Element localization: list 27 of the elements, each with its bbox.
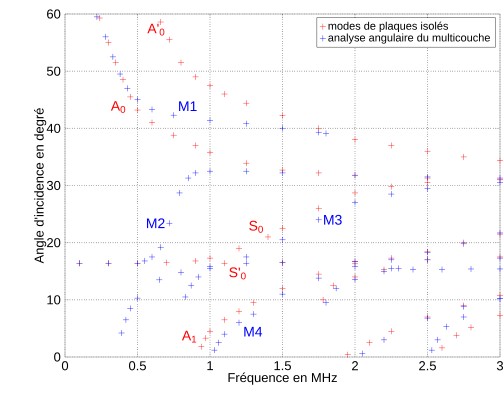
- y-tick-label: 10: [47, 295, 60, 304]
- x-tick-label: 3: [496, 361, 503, 370]
- y-tick-label: 50: [46, 66, 60, 76]
- annotation: M1: [179, 101, 197, 111]
- annotation: M2: [146, 218, 165, 228]
- x-tick-label: 1.5: [274, 361, 291, 370]
- x-tick-label: 0: [62, 361, 68, 370]
- y-tick-label: 30: [46, 180, 60, 190]
- x-axis-title: Fréquence en MHz: [228, 372, 337, 385]
- x-tick-label: 2: [352, 361, 358, 370]
- annotation: M3: [324, 214, 342, 225]
- x-tick-label: 2.5: [419, 361, 436, 370]
- annotation: A'$_{0}$: [147, 24, 164, 36]
- y-axis-title: Angle d'incidence en degré: [34, 108, 46, 264]
- y-tick-label: 60: [47, 9, 60, 19]
- annotation: S$_{0}$: [249, 220, 263, 233]
- legend-label: analyse angulaire du multicouche: [328, 33, 490, 44]
- annotation: A$_{1}$: [182, 330, 196, 343]
- annotation: S'$_{0}$: [229, 267, 246, 280]
- annotation: M4: [244, 326, 262, 336]
- annotation: A$_{0}$: [110, 101, 126, 113]
- y-tick-label: 20: [47, 238, 60, 248]
- y-tick-label: 0: [54, 352, 60, 362]
- x-tick-label: 1: [207, 361, 213, 370]
- y-tick-label: 40: [46, 124, 60, 133]
- legend-label: modes de plaques isolés: [328, 22, 448, 32]
- x-tick-label: 0.5: [129, 361, 146, 370]
